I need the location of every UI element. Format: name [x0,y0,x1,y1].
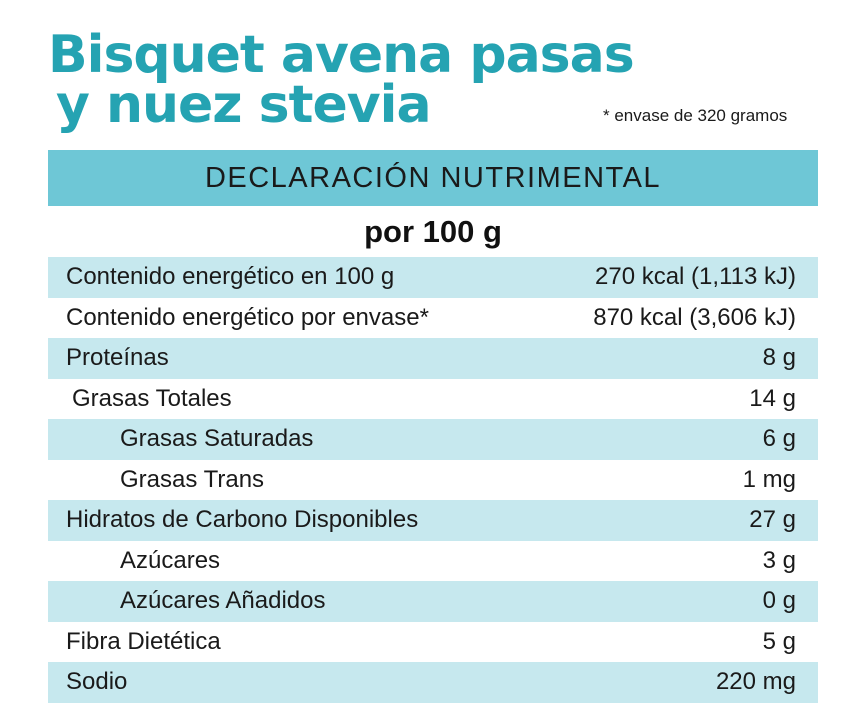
product-title-line1: Bisquet avena pasas [48,25,635,85]
table-row: Grasas Totales 14 g [48,379,818,420]
row-value: 6 g [762,425,796,453]
row-label: Fibra Dietética [66,627,221,655]
row-value: 3 g [762,546,796,574]
table-row: Azúcares 3 g [48,541,818,582]
table-row: Grasas Saturadas 6 g [48,419,818,460]
package-note: * envase de 320 gramos [603,106,788,125]
row-label: Grasas Trans [120,465,265,493]
row-value: 0 g [762,587,796,615]
row-label: Grasas Totales [72,384,232,412]
row-label: Hidratos de Carbono Disponibles [66,506,419,534]
row-value: 1 mg [742,465,796,493]
table-row: Proteínas 8 g [48,338,818,379]
row-value: 14 g [749,384,796,412]
row-label: Contenido energético por envase* [66,303,429,331]
row-label: Azúcares Añadidos [120,587,326,615]
product-title: Bisquet avena pasas y nuez stevia [48,29,635,135]
row-value: 870 kcal (3,606 kJ) [593,303,796,331]
row-value: 270 kcal (1,113 kJ) [595,263,796,291]
table-row: Sodio 220 mg [48,662,818,703]
row-label: Azúcares [120,546,221,574]
table-row: Hidratos de Carbono Disponibles 27 g [48,500,818,541]
row-label: Sodio [66,668,128,696]
serving-basis: por 100 g [364,214,502,249]
nutrition-table: Contenido energético en 100 g 270 kcal (… [48,257,818,703]
row-label: Contenido energético en 100 g [66,263,395,291]
table-row: Contenido energético por envase* 870 kca… [48,298,818,339]
table-row: Fibra Dietética 5 g [48,622,818,663]
row-label: Grasas Saturadas [120,425,314,453]
row-label: Proteínas [66,344,169,372]
row-value: 27 g [749,506,796,534]
table-row: Grasas Trans 1 mg [48,460,818,501]
row-value: 5 g [762,627,796,655]
table-row: Azúcares Añadidos 0 g [48,581,818,622]
row-value: 220 mg [715,668,796,696]
table-row: Contenido energético en 100 g 270 kcal (… [48,257,818,298]
row-value: 8 g [762,344,796,372]
nutrition-header: DECLARACIÓN NUTRIMENTAL [48,150,818,206]
product-title-line2: y nuez stevia [56,75,432,135]
